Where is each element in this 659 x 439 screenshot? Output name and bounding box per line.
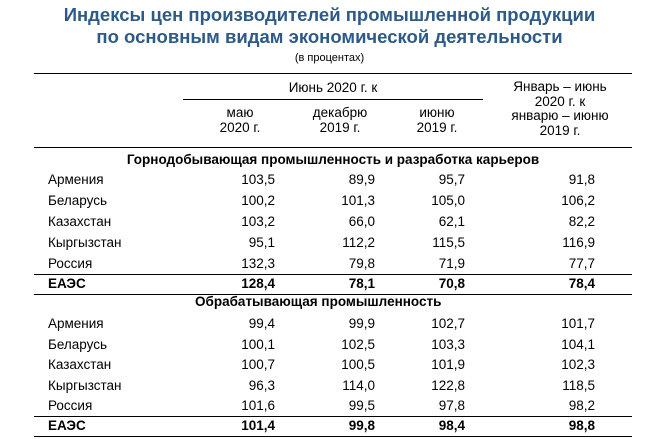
row-value: 116,9 — [562, 235, 595, 250]
row-label: Армения — [48, 172, 104, 187]
row-label: Кыргызстан — [48, 378, 122, 393]
row-label: Россия — [48, 256, 93, 271]
row-value: 112,2 — [342, 235, 375, 250]
row-value: 106,2 — [561, 193, 595, 208]
header-col-2: декабрю 2019 г. — [290, 105, 390, 135]
row-value: 101,3 — [341, 193, 375, 208]
header-col-3: июню 2019 г. — [387, 105, 487, 135]
row-value: 95,1 — [248, 235, 275, 250]
header-group-label: Июнь 2020 г. к — [288, 80, 378, 95]
row-value: 102,5 — [341, 337, 375, 352]
row-value: 100,2 — [241, 193, 275, 208]
header-col-4-line-2: 2020 г. к — [534, 93, 586, 109]
row-label: Казахстан — [48, 357, 112, 372]
row-value-total: 99,8 — [348, 418, 375, 433]
row-value: 103,2 — [241, 214, 275, 229]
row-value: 99,5 — [348, 398, 375, 413]
row-value: 102,7 — [431, 316, 465, 331]
row-value: 99,9 — [348, 316, 375, 331]
table-bottom-border — [34, 436, 632, 437]
row-value-total: 78,1 — [348, 276, 375, 291]
row-value: 102,3 — [561, 357, 595, 372]
row-value: 101,6 — [241, 398, 275, 413]
row-value: 98,2 — [568, 398, 595, 413]
row-value: 100,7 — [241, 357, 275, 372]
row-value: 105,0 — [431, 193, 465, 208]
header-col-3-line-2: 2019 г. — [416, 120, 458, 135]
row-value-total: 70,8 — [438, 276, 465, 291]
row-value: 115,5 — [432, 235, 465, 250]
row-value-total: 98,4 — [438, 418, 465, 433]
table-top-border — [34, 73, 632, 74]
row-value: 118,5 — [562, 378, 595, 393]
row-value: 100,1 — [241, 337, 275, 352]
header-col-2-line-1: декабрю — [312, 105, 368, 120]
row-value: 103,3 — [431, 337, 465, 352]
section-title: Горнодобывающая промышленность и разрабо… — [126, 152, 540, 167]
row-value: 103,5 — [241, 172, 275, 187]
row-value: 114,0 — [342, 378, 375, 393]
row-value: 101,7 — [561, 316, 595, 331]
row-label: Армения — [48, 316, 104, 331]
header-col-1: маю 2020 г. — [190, 105, 290, 135]
header-col-4-line-3: январю – июню — [511, 108, 609, 123]
row-value-total: 98,8 — [568, 418, 595, 433]
row-value: 101,9 — [431, 357, 465, 372]
row-label-total: ЕАЭС — [48, 276, 86, 291]
row-label: Россия — [48, 398, 93, 413]
total-row-top-border — [34, 274, 632, 275]
row-value: 96,3 — [248, 378, 275, 393]
row-value: 132,3 — [241, 256, 275, 271]
row-label: Беларусь — [48, 193, 108, 208]
row-value: 91,8 — [568, 172, 595, 187]
units-note: (в процентах) — [294, 52, 365, 64]
row-value-total: 128,4 — [241, 276, 275, 291]
row-value: 95,7 — [438, 172, 465, 187]
row-value: 66,0 — [348, 214, 375, 229]
row-value: 79,8 — [348, 256, 375, 271]
total-row-top-border — [34, 416, 632, 417]
row-value: 77,7 — [568, 256, 595, 271]
title-line-1: Индексы цен производителей промышленной … — [63, 4, 596, 25]
row-label: Казахстан — [48, 214, 112, 229]
row-value: 71,9 — [438, 256, 465, 271]
row-value: 99,4 — [248, 316, 275, 331]
row-value: 62,1 — [438, 214, 465, 229]
page-title: Индексы цен производителей промышленной … — [0, 4, 659, 48]
header-col-1-line-1: маю — [226, 105, 254, 120]
title-line-2: по основным видам экономической деятельн… — [96, 26, 563, 47]
row-value: 82,2 — [568, 214, 595, 229]
section-title: Обрабатывающая промышленность — [195, 294, 442, 309]
row-label: Беларусь — [48, 337, 108, 352]
header-bottom-border — [34, 147, 632, 148]
row-value: 97,8 — [438, 398, 465, 413]
row-value: 89,9 — [348, 172, 375, 187]
header-col-1-line-2: 2020 г. — [219, 120, 261, 135]
header-col-4-line-1: Январь – июнь — [513, 79, 607, 94]
row-value: 122,8 — [431, 378, 465, 393]
header-group-underline — [183, 99, 483, 100]
row-value-total: 78,4 — [568, 276, 595, 291]
header-col-4: Январь – июнь 2020 г. к январю – июню 20… — [488, 79, 632, 138]
header-col-3-line-1: июню — [419, 105, 455, 120]
row-value: 104,1 — [561, 337, 595, 352]
row-label: Кыргызстан — [48, 235, 122, 250]
row-value-total: 101,4 — [241, 418, 275, 433]
row-value: 100,5 — [341, 357, 375, 372]
header-col-4-line-4: 2019 г. — [539, 122, 581, 138]
total-row-bottom-border — [34, 294, 632, 295]
row-label-total: ЕАЭС — [48, 418, 86, 433]
header-col-2-line-2: 2019 г. — [319, 120, 361, 135]
